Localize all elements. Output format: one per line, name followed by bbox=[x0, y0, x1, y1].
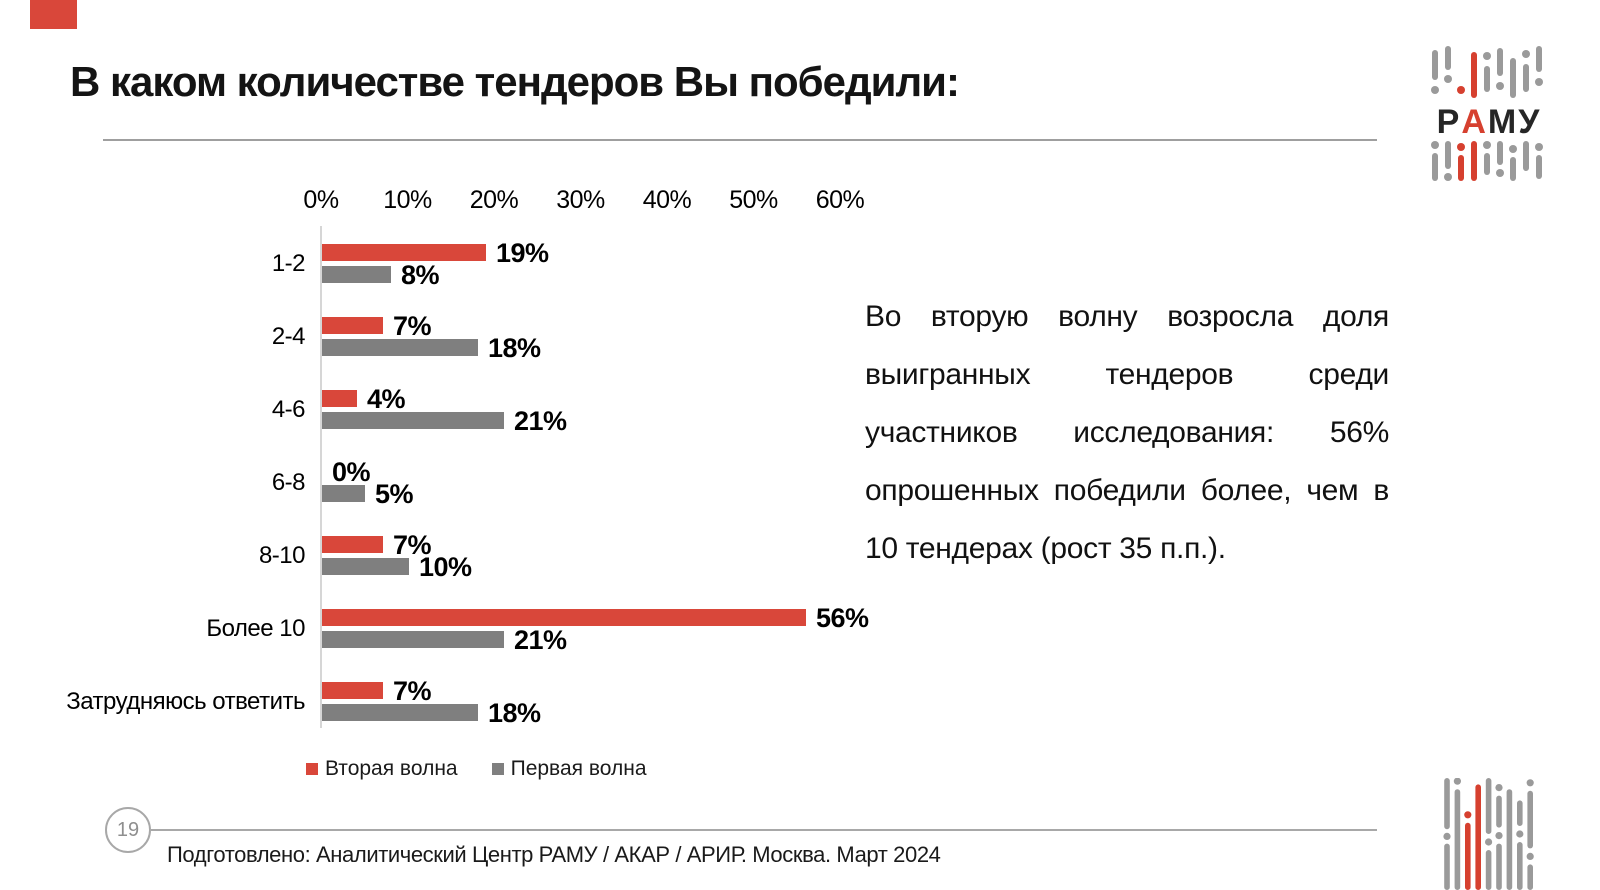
value-label: 0% bbox=[332, 456, 371, 487]
bar-series-1 bbox=[322, 412, 504, 429]
category-label: 2-4 bbox=[271, 322, 306, 350]
footer-credits: Подготовлено: Аналитический Центр РАМУ /… bbox=[167, 842, 941, 867]
bar-series-0 bbox=[322, 536, 383, 553]
axis-tick-label: 40% bbox=[642, 186, 692, 214]
accent-red-block bbox=[30, 0, 77, 29]
category-label: Затрудняюсь ответить bbox=[66, 687, 305, 715]
ramu-logo-letter: Р bbox=[1436, 103, 1462, 141]
value-label: 8% bbox=[401, 259, 440, 290]
legend-marker-gray bbox=[491, 763, 504, 775]
legend-item-wave2: Вторая волна bbox=[306, 757, 458, 781]
bar-series-1 bbox=[322, 485, 365, 502]
bar-series-1 bbox=[322, 631, 504, 648]
value-label: 7% bbox=[393, 529, 432, 560]
ramu-logo-letters: МУ bbox=[1487, 103, 1542, 141]
ramu-logo: Р А МУ bbox=[1430, 46, 1548, 181]
bar-series-1 bbox=[322, 266, 391, 283]
ramu-dots-logo-bottom-right bbox=[1443, 778, 1534, 890]
value-label: 56% bbox=[816, 602, 869, 633]
axis-tick-label: 0% bbox=[303, 186, 339, 214]
page-number-badge: 19 bbox=[105, 807, 151, 853]
bar-series-0 bbox=[322, 244, 486, 261]
legend-item-wave1: Первая волна bbox=[491, 757, 647, 781]
value-label: 21% bbox=[514, 405, 567, 436]
value-label: 19% bbox=[496, 237, 549, 268]
ramu-logo-dots-bottom bbox=[1431, 141, 1543, 181]
value-label: 18% bbox=[488, 332, 541, 363]
axis-tick-label: 60% bbox=[815, 186, 865, 214]
value-label: 5% bbox=[375, 478, 414, 509]
footer-divider bbox=[151, 829, 1377, 831]
axis-tick-label: 20% bbox=[469, 186, 519, 214]
commentary-text: Во вторую волну возросла доля выигранных… bbox=[865, 300, 1389, 565]
bar-series-0 bbox=[322, 682, 383, 699]
category-label: 1-2 bbox=[271, 249, 306, 277]
ramu-logo-dots-top bbox=[1431, 46, 1543, 98]
bar-series-1 bbox=[322, 339, 478, 356]
axis-tick-label: 50% bbox=[729, 186, 778, 214]
axis-tick-label: 10% bbox=[383, 186, 432, 214]
legend-label-wave1: Первая волна bbox=[510, 757, 647, 780]
bar-series-1 bbox=[322, 704, 478, 721]
category-label: 6-8 bbox=[271, 468, 306, 496]
bar-series-0 bbox=[322, 609, 806, 626]
value-label: 10% bbox=[419, 551, 472, 582]
ramu-logo-letter-red: А bbox=[1461, 103, 1488, 141]
bar-series-0 bbox=[322, 390, 357, 407]
legend-label-wave2: Вторая волна bbox=[325, 757, 458, 780]
value-label: 7% bbox=[393, 310, 432, 341]
value-label: 4% bbox=[367, 383, 406, 414]
category-label: Более 10 bbox=[206, 614, 305, 642]
category-label: 4-6 bbox=[271, 395, 306, 423]
value-label: 7% bbox=[393, 675, 432, 706]
page-title: В каком количестве тендеров Вы победили: bbox=[70, 58, 960, 105]
header-divider bbox=[103, 139, 1377, 141]
legend-marker-red bbox=[306, 763, 318, 775]
axis-tick-label: 30% bbox=[556, 186, 605, 214]
bar-series-1 bbox=[322, 558, 409, 575]
bar-series-0 bbox=[322, 317, 383, 334]
page-number: 19 bbox=[116, 818, 140, 841]
value-label: 21% bbox=[514, 624, 567, 655]
ramu-logo-text: Р А МУ bbox=[1430, 104, 1548, 140]
chart-axis-line bbox=[320, 226, 322, 728]
category-label: 8-10 bbox=[258, 541, 306, 569]
value-label: 18% bbox=[488, 697, 541, 728]
chart-legend: Вторая волна Первая волна bbox=[306, 757, 647, 781]
